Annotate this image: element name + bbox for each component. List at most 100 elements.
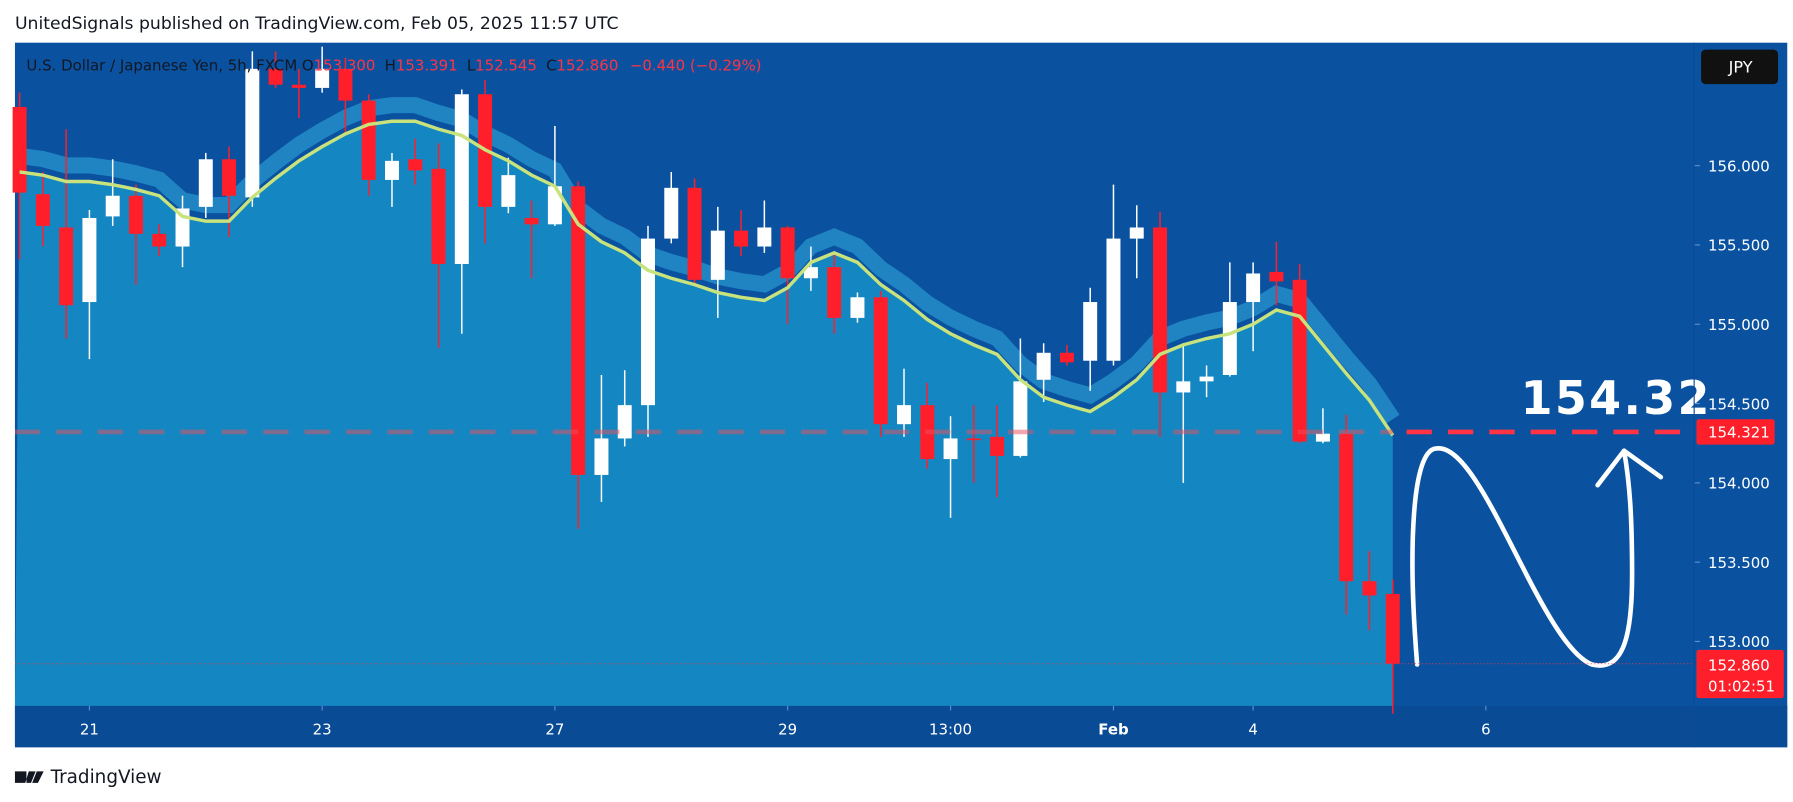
candle-body: [315, 68, 330, 88]
candle-body: [1292, 279, 1307, 442]
candle-body: [1013, 381, 1028, 456]
y-tick-label: 155.500: [1708, 237, 1770, 255]
candle-body: [757, 227, 772, 247]
x-tick-label: 27: [545, 721, 564, 739]
ohlc-value: 153.391: [396, 56, 458, 74]
candle-body: [501, 175, 516, 207]
plot: [12, 46, 1400, 714]
countdown: 01:02:51: [1708, 677, 1775, 695]
candle-body: [1269, 271, 1284, 282]
ohlc-value: 153.300: [314, 56, 376, 74]
candle-body: [850, 297, 865, 318]
x-tick-label: 23: [313, 721, 332, 739]
last-price-tag: [1696, 649, 1784, 699]
y-tick-label: 156.000: [1708, 157, 1770, 175]
candle-body: [966, 438, 981, 441]
candle-body: [1106, 238, 1121, 361]
candle-body: [59, 227, 74, 306]
candle-body: [1129, 227, 1144, 239]
candle-body: [897, 405, 911, 425]
candle-body: [35, 194, 50, 226]
candle-body: [338, 68, 353, 101]
candle-body: [943, 438, 958, 460]
hand-drawn-arrow: [1410, 446, 1664, 668]
candle-body: [245, 68, 260, 198]
candle-body: [408, 159, 423, 171]
candle-body: [664, 187, 679, 239]
x-axis-band: [14, 705, 1788, 748]
candle-body: [734, 230, 749, 247]
candle-body: [594, 438, 609, 475]
x-tick-label: Feb: [1098, 721, 1129, 739]
candle-body: [128, 195, 143, 234]
candle-body: [222, 159, 237, 196]
change: −0.440 (−0.29%): [630, 56, 762, 74]
candle-body: [12, 106, 27, 193]
candle-body: [803, 267, 818, 279]
candle-body: [384, 160, 399, 180]
candle-body: [687, 187, 702, 280]
candle-body: [1246, 273, 1261, 303]
candle-body: [361, 100, 376, 180]
footer: TradingView: [50, 767, 162, 788]
candle-body: [1385, 593, 1400, 664]
symbol: U.S. Dollar / Japanese Yen, 5h, FXCM: [26, 56, 297, 74]
ohlc-label: C: [546, 56, 556, 74]
ohlc-value: 152.860: [557, 56, 619, 74]
candle-body: [1362, 581, 1377, 596]
y-tick-label: 155.000: [1708, 316, 1770, 334]
candle-body: [105, 195, 120, 217]
candle-body: [1036, 352, 1051, 380]
candle-body: [1083, 302, 1098, 361]
ohlc-label: L: [467, 56, 476, 74]
x-tick-label: 4: [1248, 721, 1258, 739]
candle-body: [571, 186, 586, 475]
currency[interactable]: JPY: [1728, 58, 1753, 77]
candle-body: [990, 436, 1005, 456]
ohlc-value: 152.545: [475, 56, 537, 74]
candle-body: [431, 168, 446, 264]
candle-body: [152, 233, 167, 247]
x-tick-label: 13:00: [929, 721, 972, 739]
candle-body: [1222, 302, 1237, 376]
y-tick-label: 153.500: [1708, 554, 1770, 572]
currency-button[interactable]: [1701, 49, 1779, 85]
y-tick-label: 154.500: [1708, 395, 1770, 413]
logo: [14, 771, 44, 783]
candle-body: [524, 217, 539, 225]
ma-line: [19, 119, 1395, 437]
header: UnitedSignals published on TradingView.c…: [15, 14, 619, 34]
candle-body: [454, 94, 469, 264]
candle-body: [1153, 227, 1168, 393]
candle-body: [547, 186, 562, 225]
price-tag-label: 154.321: [1708, 424, 1770, 442]
candle-body: [82, 217, 97, 303]
last-price-label: 152.860: [1708, 657, 1770, 675]
x-tick-label: 21: [80, 721, 99, 739]
candle-body: [1339, 433, 1354, 582]
candle-body: [641, 238, 655, 406]
candle-body: [780, 227, 795, 279]
y-tick-label: 154.000: [1708, 475, 1770, 493]
candle-body: [291, 84, 306, 88]
candle-body: [1199, 376, 1214, 382]
ohlc-label: H: [385, 56, 396, 74]
candle-body: [1315, 433, 1330, 442]
ma-area: [14, 121, 1393, 706]
candle-body: [1059, 352, 1074, 363]
ohlc-label: O: [302, 56, 314, 74]
annotation: 154.32: [1521, 371, 1712, 425]
candle-body: [710, 230, 725, 280]
price-tag: [1696, 419, 1775, 445]
x-tick-label: 6: [1481, 721, 1491, 739]
candle-body: [827, 267, 842, 318]
y-tick-label: 153.000: [1708, 633, 1770, 651]
x-tick-label: 29: [778, 721, 797, 739]
candle-body: [198, 159, 213, 207]
candle-body: [268, 68, 283, 85]
candle-body: [873, 297, 888, 425]
candle-body: [1176, 381, 1191, 393]
candle-body: [617, 405, 632, 439]
